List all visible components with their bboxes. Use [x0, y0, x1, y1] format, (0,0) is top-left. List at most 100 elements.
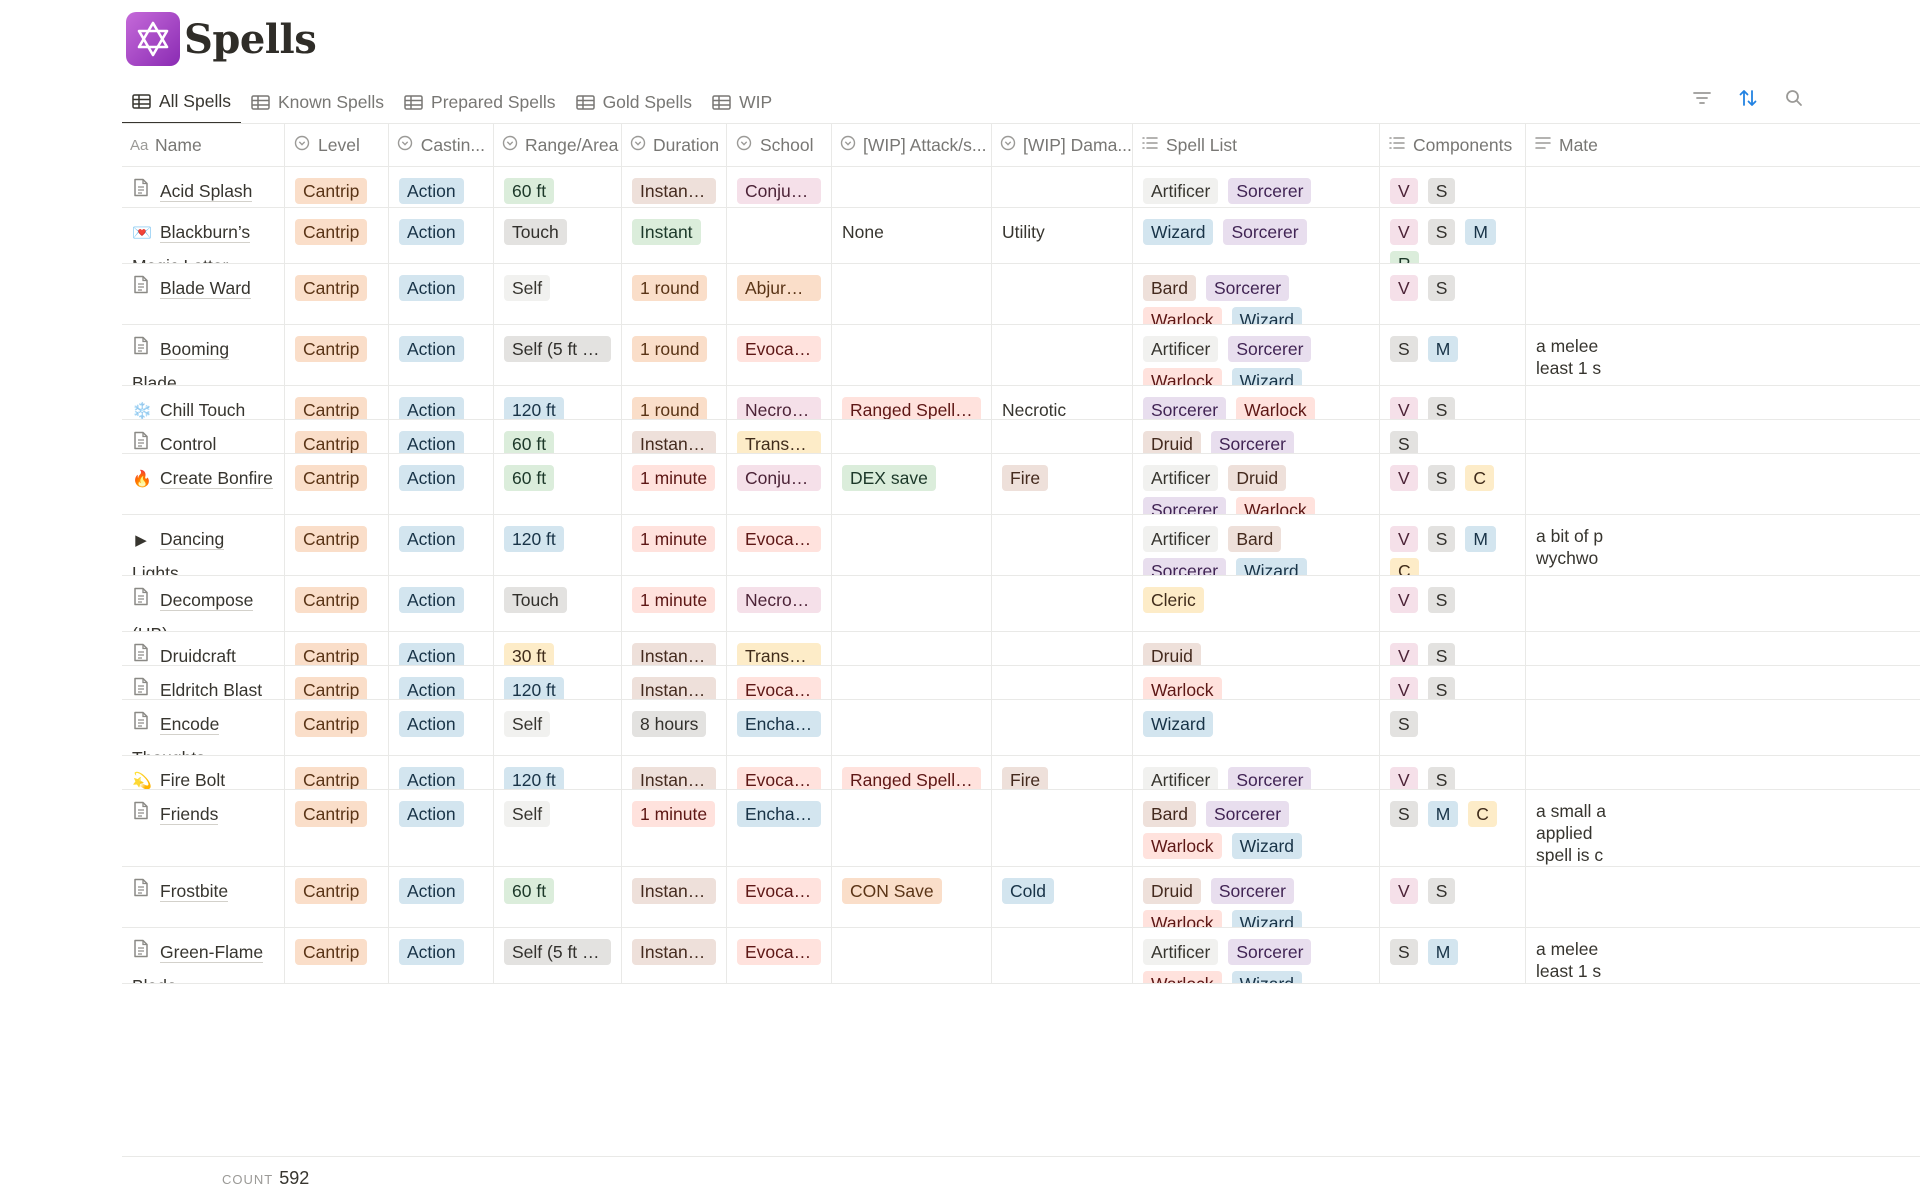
name-cell[interactable]: Booming Blade [122, 325, 285, 385]
column-header[interactable]: Aa Name [122, 124, 285, 166]
casting-cell[interactable]: Action [389, 632, 494, 665]
school-cell[interactable]: Evocation [727, 515, 832, 575]
material-cell[interactable] [1526, 420, 1920, 453]
material-cell[interactable] [1526, 700, 1920, 755]
tab-known-spells[interactable]: Known Spells [241, 80, 394, 124]
damage-cell[interactable] [992, 576, 1133, 631]
casting-cell[interactable]: Action [389, 867, 494, 927]
range-cell[interactable]: 60 ft [494, 867, 622, 927]
damage-cell[interactable] [992, 167, 1133, 207]
material-cell[interactable]: a melee least 1 s [1526, 928, 1920, 983]
spell-list-cell[interactable]: Wizard Sorcerer [1133, 208, 1380, 263]
table-row[interactable]: ❄️ Chill Touch Cantrip Action 120 ft 1 round N… [122, 386, 1920, 420]
table-row[interactable]: Eldritch Blast Cantrip Action 120 ft Instant… [122, 666, 1920, 700]
damage-cell[interactable] [992, 700, 1133, 755]
spell-name[interactable]: Dancing Lights [132, 529, 225, 575]
school-cell[interactable]: Enchant... [727, 790, 832, 866]
spell-name[interactable]: Booming Blade [132, 339, 230, 385]
casting-cell[interactable]: Action [389, 576, 494, 631]
school-cell[interactable]: Necrom... [727, 576, 832, 631]
spell-name[interactable]: Acid Splash [160, 181, 253, 202]
school-cell[interactable]: Evocation [727, 666, 832, 699]
spell-list-cell[interactable]: ArtificerDruidSorcererWarlockWizard [1133, 454, 1380, 514]
duration-cell[interactable]: Instanta... [622, 756, 727, 789]
level-cell[interactable]: Cantrip [285, 420, 389, 453]
casting-cell[interactable]: Action [389, 264, 494, 324]
damage-cell[interactable] [992, 928, 1133, 983]
duration-cell[interactable]: Instanta... [622, 666, 727, 699]
name-cell[interactable]: Decompose (HB) [122, 576, 285, 631]
attack-cell[interactable]: CON Save [832, 867, 992, 927]
table-row[interactable]: Acid Splash Cantrip Action 60 ft Instanta...… [122, 167, 1920, 208]
range-cell[interactable]: Self [494, 700, 622, 755]
spell-list-cell[interactable]: DruidSorcererWarlockWizardArtificer [1133, 867, 1380, 927]
school-cell[interactable]: Evocation [727, 756, 832, 789]
damage-cell[interactable] [992, 420, 1133, 453]
level-cell[interactable]: Cantrip [285, 576, 389, 631]
name-cell[interactable]: 💌Blackburn’s Magic Letter [122, 208, 285, 263]
tab-gold-spells[interactable]: Gold Spells [566, 80, 703, 124]
attack-cell[interactable] [832, 576, 992, 631]
spell-name[interactable]: Friends [160, 804, 219, 825]
level-cell[interactable]: Cantrip [285, 666, 389, 699]
column-header[interactable]: Level [285, 124, 389, 166]
level-cell[interactable]: Cantrip [285, 515, 389, 575]
table-row[interactable]: 💌Blackburn’s Magic Letter Cantrip Action To… [122, 208, 1920, 264]
damage-cell[interactable]: Necrotic [992, 386, 1133, 419]
casting-cell[interactable]: Action [389, 666, 494, 699]
spell-name[interactable]: Druidcraft [160, 646, 236, 665]
material-cell[interactable]: a bit of p wychwo [1526, 515, 1920, 575]
level-cell[interactable]: Cantrip [285, 386, 389, 419]
attack-cell[interactable] [832, 515, 992, 575]
spell-name[interactable]: Create Bonfire [160, 468, 273, 489]
spell-list-cell[interactable]: Wizard [1133, 700, 1380, 755]
attack-cell[interactable] [832, 632, 992, 665]
name-cell[interactable]: Eldritch Blast [122, 666, 285, 699]
spell-list-cell[interactable]: Cleric [1133, 576, 1380, 631]
spell-name[interactable]: Green-Flame Blade [132, 942, 264, 983]
attack-cell[interactable] [832, 325, 992, 385]
name-cell[interactable]: ▶ Dancing Lights [122, 515, 285, 575]
spell-name[interactable]: Decompose (HB) [132, 590, 254, 631]
duration-cell[interactable]: 1 minute [622, 515, 727, 575]
name-cell[interactable]: Blade Ward [122, 264, 285, 324]
school-cell[interactable]: Evocation [727, 867, 832, 927]
duration-cell[interactable]: 8 hours [622, 700, 727, 755]
range-cell[interactable]: Self (5 ft 🔵) [494, 325, 622, 385]
material-cell[interactable] [1526, 867, 1920, 927]
damage-cell[interactable] [992, 790, 1133, 866]
attack-cell[interactable] [832, 928, 992, 983]
table-row[interactable]: Frostbite Cantrip Action 60 ft Instanta... Ev… [122, 867, 1920, 928]
casting-cell[interactable]: Action [389, 167, 494, 207]
name-cell[interactable]: Green-Flame Blade [122, 928, 285, 983]
spell-list-cell[interactable]: Artificer BardSorcerer Wizard [1133, 515, 1380, 575]
attack-cell[interactable] [832, 666, 992, 699]
casting-cell[interactable]: Action [389, 928, 494, 983]
level-cell[interactable]: Cantrip [285, 700, 389, 755]
casting-cell[interactable]: Action [389, 515, 494, 575]
school-cell[interactable]: Abjuration [727, 264, 832, 324]
attack-cell[interactable] [832, 700, 992, 755]
attack-cell[interactable]: Ranged Spell Att... [832, 386, 992, 419]
table-row[interactable]: Decompose (HB) Cantrip Action Touch 1 minute… [122, 576, 1920, 632]
sort-icon[interactable] [1736, 86, 1760, 110]
column-header[interactable]: Range/Area [494, 124, 622, 166]
level-cell[interactable]: Cantrip [285, 756, 389, 789]
casting-cell[interactable]: Action [389, 790, 494, 866]
spell-name[interactable]: Frostbite [160, 881, 229, 902]
tab-all-spells[interactable]: All Spells [122, 80, 241, 124]
range-cell[interactable]: 60 ft [494, 454, 622, 514]
table-row[interactable]: Control Flames Cantrip Action 60 ft Instanta… [122, 420, 1920, 454]
damage-cell[interactable]: Utility [992, 208, 1133, 263]
casting-cell[interactable]: Action [389, 420, 494, 453]
attack-cell[interactable] [832, 264, 992, 324]
school-cell[interactable]: Transmu... [727, 632, 832, 665]
